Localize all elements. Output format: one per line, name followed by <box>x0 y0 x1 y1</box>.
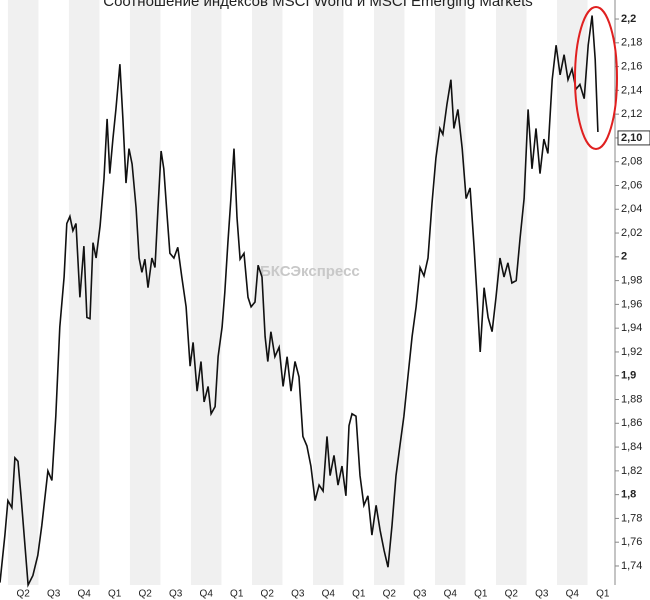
quarter-band <box>312 0 344 585</box>
y-tick-label: 1,76 <box>621 536 642 548</box>
y-tick-label: 1,74 <box>621 560 642 572</box>
quarter-band <box>496 0 527 585</box>
watermark: БКСЭкспресс <box>260 263 360 280</box>
quarter-band <box>68 0 100 585</box>
x-tick-label: Q4 <box>78 589 92 600</box>
last-value-label: 2,10 <box>621 132 642 144</box>
last-value-box <box>617 130 650 146</box>
y-tick-label: 1,98 <box>621 275 642 287</box>
y-tick-label: 2,04 <box>621 203 642 215</box>
y-tick-label: 2,08 <box>621 156 642 168</box>
x-tick-label: Q3 <box>291 589 305 600</box>
x-tick-label: Q3 <box>413 589 427 600</box>
x-tick-label: Q1 <box>352 589 366 600</box>
y-tick-label: 1,82 <box>621 465 642 477</box>
quarter-band <box>251 0 283 585</box>
y-tick-label: 1,94 <box>621 322 642 334</box>
x-tick-label: Q3 <box>535 589 549 600</box>
x-tick-label: Q1 <box>108 589 122 600</box>
quarter-band <box>374 0 405 585</box>
x-tick-label: Q2 <box>383 589 397 600</box>
x-tick-label: Q1 <box>230 589 244 600</box>
line-series <box>0 15 599 588</box>
y-tick-label: 1,8 <box>621 489 636 501</box>
y-tick-label: 1,78 <box>621 512 642 524</box>
x-tick-label: Q2 <box>261 589 275 600</box>
y-tick-label: 1,92 <box>621 346 642 358</box>
y-tick-label: 1,84 <box>621 441 642 453</box>
x-tick-label: Q4 <box>322 589 336 600</box>
x-tick-label: Q3 <box>169 589 183 600</box>
y-tick-label: 2,2 <box>621 13 636 25</box>
y-tick-label: 1,9 <box>621 370 636 382</box>
x-tick-label: Q1 <box>596 589 610 600</box>
quarter-band <box>435 0 466 585</box>
y-tick-label: 2,14 <box>621 84 642 96</box>
chart-title: Соотношение индексов MSCI World и MSCI E… <box>103 0 533 10</box>
y-tick-label: 1,88 <box>621 393 642 405</box>
highlight-ellipse <box>574 6 618 150</box>
y-tick-label: 1,86 <box>621 417 642 429</box>
x-tick-label: Q2 <box>505 589 519 600</box>
y-tick-label: 2,18 <box>621 37 642 49</box>
x-tick-label: Q1 <box>474 589 488 600</box>
quarter-band <box>129 0 161 585</box>
y-tick-label: 2,12 <box>621 108 642 120</box>
quarter-band <box>557 0 588 585</box>
y-tick-label: 2 <box>621 251 627 263</box>
y-tick-label: 1,96 <box>621 298 642 310</box>
y-tick-label: 2,02 <box>621 227 642 239</box>
bands <box>7 0 588 585</box>
x-tick-label: Q4 <box>444 589 458 600</box>
x-tick-label: Q2 <box>139 589 153 600</box>
x-tick-label: Q3 <box>47 589 61 600</box>
y-tick-label: 2,16 <box>621 60 642 72</box>
y-tick-label: 2,06 <box>621 179 642 191</box>
x-tick-label: Q4 <box>200 589 214 600</box>
quarter-band <box>190 0 222 585</box>
x-tick-label: Q2 <box>17 589 31 600</box>
x-tick-label: Q4 <box>566 589 580 600</box>
